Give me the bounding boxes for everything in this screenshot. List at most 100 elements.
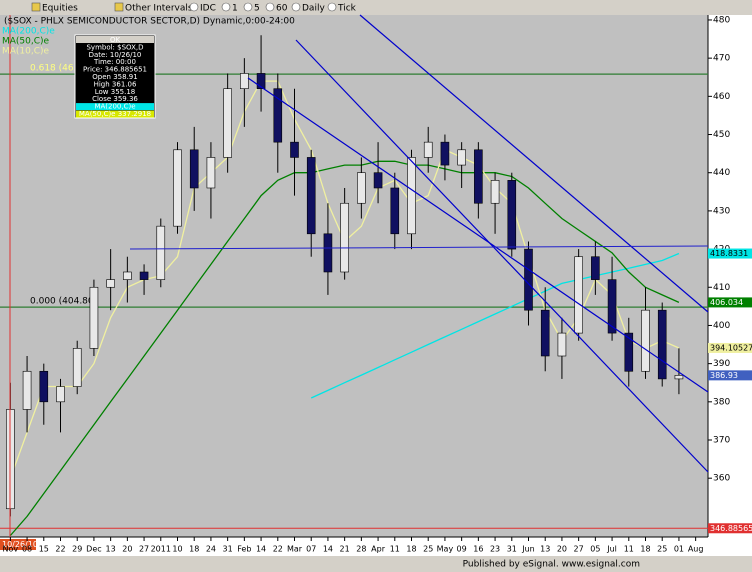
candle-body (256, 73, 266, 89)
toolbar-item[interactable]: Other Intervals (125, 4, 193, 14)
x-tick-label: Nov (3, 545, 19, 554)
toolbar-item[interactable]: 5 (254, 4, 260, 14)
y-tick-label: 480 (713, 15, 730, 25)
x-tick-label: Dec (86, 545, 101, 554)
toolbar-item[interactable]: Tick (337, 4, 357, 14)
x-tick-label: Feb (237, 545, 251, 554)
ma-value-box (708, 297, 752, 308)
x-tick-label: 11 (624, 545, 634, 554)
x-tick-label: 25 (423, 545, 433, 554)
candle-body (240, 73, 249, 89)
ma-line (310, 252, 680, 399)
last-price-label: 386.93 (710, 371, 738, 380)
x-tick-label: Jul (606, 545, 617, 554)
cursor-date-box (0, 539, 36, 550)
candle-body (457, 149, 466, 166)
cursor-price-box (708, 523, 752, 534)
candle-body (39, 370, 49, 403)
x-tick-label: 20 (557, 545, 567, 554)
x-tick-label: 09 (457, 545, 467, 554)
x-tick-label: 29 (72, 545, 82, 554)
cursor-date-label: 10/26/10 (2, 540, 38, 549)
x-tick-label: 16 (473, 545, 483, 554)
fib-label: 0.618 (465.82) (30, 64, 97, 74)
y-tick-label: 380 (713, 397, 730, 407)
x-tick-label: 22 (55, 545, 65, 554)
x-tick-label: 21 (340, 545, 350, 554)
candle-body (524, 248, 533, 311)
footer-bar (0, 556, 752, 572)
x-tick-label: 2011 (151, 545, 171, 554)
data-window-row: OK (110, 36, 121, 44)
data-window-row: Time: 00:00 (93, 58, 136, 66)
x-tick-label: 18 (189, 545, 199, 554)
trendline (247, 77, 709, 393)
ma-value-label: 418.8331 (710, 249, 748, 258)
x-tick-label: 23 (490, 545, 500, 554)
footer-text: Published by eSignal. www.esignal.com (463, 560, 640, 570)
candle-body (290, 141, 299, 158)
candle-body (407, 157, 416, 235)
toolbar-icon (221, 2, 231, 12)
candle-body (273, 88, 283, 143)
ma-value-label: 406.034 (710, 298, 743, 307)
candle-body (189, 149, 199, 189)
x-tick-label: Jun (521, 545, 535, 554)
x-tick-label: Mar (287, 545, 303, 554)
candle-body (123, 271, 132, 280)
data-window-row-bg (76, 110, 154, 118)
toolbar-icon (114, 2, 124, 12)
candle-body (357, 172, 366, 204)
data-window-row: High 361.06 (94, 80, 137, 88)
candle-body (306, 157, 316, 235)
x-tick-label: 24 (206, 545, 216, 554)
cursor-price-label: 346.885651 (710, 524, 752, 533)
y-tick-label: 390 (713, 359, 730, 369)
x-tick-label: 08 (22, 545, 32, 554)
candle-body (540, 309, 550, 357)
data-window-row: Low 355.18 (95, 88, 136, 96)
data-window-row-bg (76, 103, 154, 111)
candle-body (557, 332, 567, 357)
x-tick-label: 01 (674, 545, 684, 554)
candle-body (139, 271, 149, 280)
toolbar-icon (327, 2, 337, 12)
ma-value-box (708, 248, 752, 259)
candle-body (340, 202, 349, 273)
candle-body (56, 386, 65, 403)
toolbar-item[interactable]: 1 (232, 4, 238, 14)
toolbar (0, 0, 752, 15)
x-tick-label: 27 (139, 545, 149, 554)
x-tick-label: 20 (122, 545, 132, 554)
x-tick-label: 10 (172, 545, 182, 554)
toolbar-item[interactable]: 60 (276, 4, 288, 14)
data-window-row: Open 358.91 (92, 73, 137, 81)
toolbar-item[interactable]: IDC (200, 4, 216, 14)
x-tick-label: 14 (256, 545, 266, 554)
toolbar-item[interactable]: Daily (302, 4, 325, 14)
trendline (295, 39, 709, 473)
ma-value-label: 394.105276 (710, 343, 752, 352)
candle-body (507, 180, 517, 250)
data-window-row: Symbol: $SOX,D (86, 43, 143, 51)
x-tick-label: 07 (306, 545, 316, 554)
candle-body (624, 332, 634, 372)
chart-title: ($SOX - PHLX SEMICONDUCTOR SECTOR,D) Dyn… (4, 17, 295, 27)
candle-body (72, 348, 82, 387)
candle-body (223, 88, 232, 158)
toolbar-icon (291, 2, 301, 12)
data-window-header (76, 36, 154, 43)
data-window-row: Close 359.36 (92, 95, 138, 103)
toolbar-icon (265, 2, 275, 12)
toolbar-icon (243, 2, 253, 12)
x-tick-label: 31 (507, 545, 517, 554)
toolbar-item[interactable]: Equities (42, 4, 78, 14)
x-tick-label: 18 (406, 545, 416, 554)
toolbar-icon (31, 2, 41, 12)
data-window-row: MA(200,C)e (94, 103, 135, 111)
x-tick-label: 22 (273, 545, 283, 554)
candle-body (22, 370, 32, 410)
candle-body (490, 180, 500, 204)
